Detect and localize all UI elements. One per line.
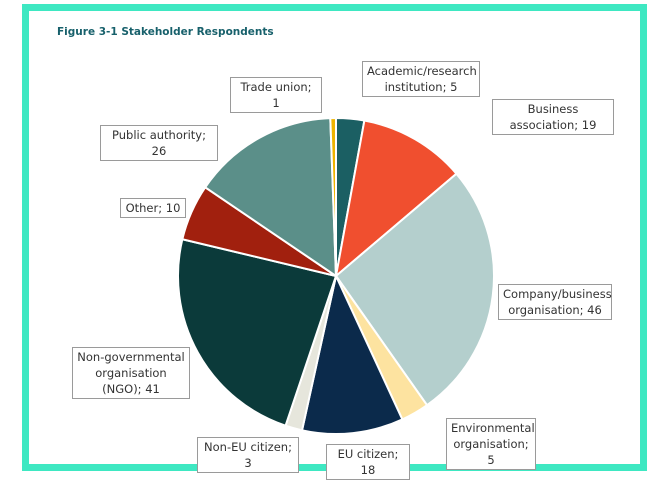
data-label: Other; 10 [120,198,186,218]
data-label: Trade union; 1 [230,77,322,113]
data-label: Public authority; 26 [100,125,218,161]
chart-title: Figure 3-1 Stakeholder Respondents [57,26,274,38]
pie-slice [329,116,337,277]
data-label: Non-EU citizen; 3 [197,437,299,473]
pie-slice [334,119,458,279]
data-label: Environmental organisation; 5 [446,418,536,470]
data-label: Academic/research institution; 5 [362,61,480,97]
pie-slice [177,238,338,427]
data-label: Business association; 19 [492,99,614,135]
data-label: Company/business organisation; 46 [498,284,612,320]
data-label: Non-governmental organisation (NGO); 41 [72,347,190,399]
pie-slice [334,172,495,407]
data-label: EU citizen; 18 [326,444,410,480]
pie-slice [300,272,404,435]
pie-slice [203,117,338,278]
